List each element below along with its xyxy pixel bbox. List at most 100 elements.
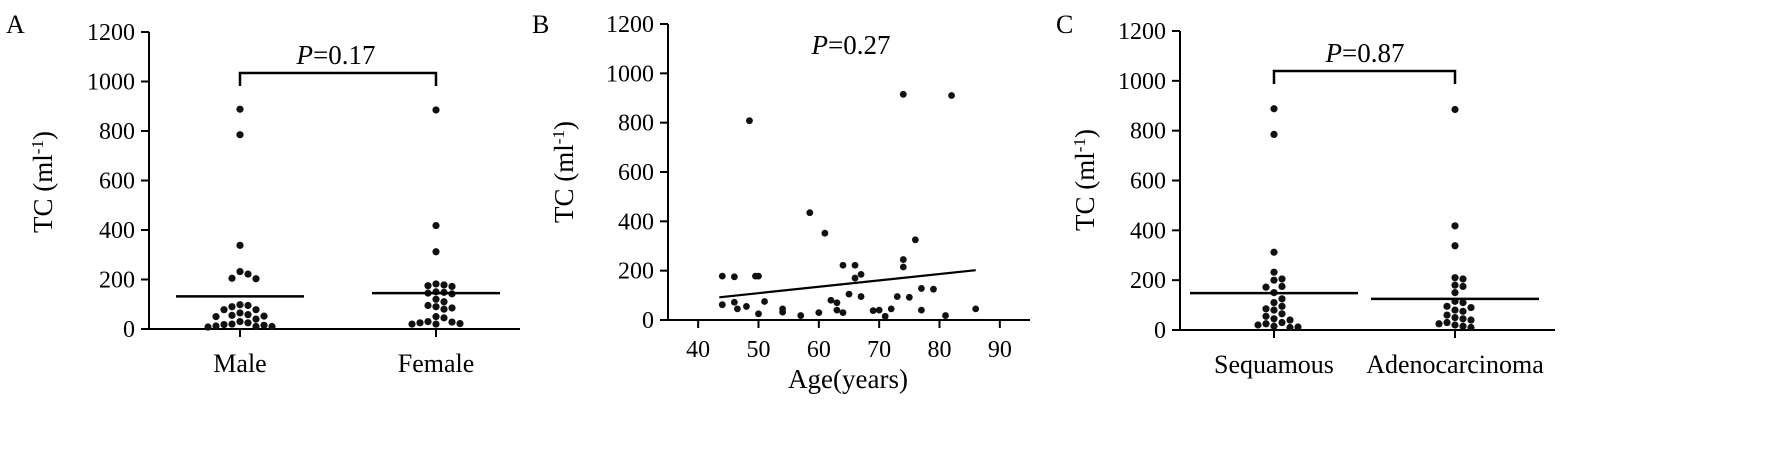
x-tick-label: 50	[747, 337, 771, 363]
data-point	[212, 313, 220, 321]
y-tick-label: 1200	[606, 12, 654, 38]
data-point	[1451, 313, 1459, 322]
data-point	[236, 301, 244, 309]
category-label: Male	[213, 349, 266, 378]
data-point	[899, 263, 907, 271]
data-point	[252, 322, 260, 331]
data-point	[869, 307, 877, 315]
y-tick-label: 400	[99, 218, 135, 244]
data-point	[1443, 318, 1451, 327]
data-point	[432, 280, 440, 288]
p-value-a: P=0.17	[296, 40, 376, 70]
data-point	[252, 275, 260, 283]
data-point	[432, 320, 440, 328]
panel-c: C TC (ml-1) P=0.87 0 200 400 600 800 1000 1200…	[1056, 10, 1555, 379]
data-point	[930, 285, 937, 293]
data-point	[839, 261, 847, 269]
x-tick-label: 70	[867, 337, 891, 363]
data-point	[432, 106, 440, 114]
data-point	[755, 272, 762, 280]
data-point	[228, 303, 236, 311]
y-tick-label: 0	[123, 317, 135, 343]
y-tick-label: 600	[99, 169, 135, 195]
data-point	[779, 308, 787, 316]
x-tick-label: 60	[807, 337, 831, 363]
data-point	[1278, 275, 1286, 283]
data-point	[746, 117, 753, 125]
data-point	[797, 312, 805, 319]
data-point	[244, 311, 252, 319]
data-point	[1451, 242, 1459, 250]
data-point	[821, 229, 829, 237]
data-point	[1459, 307, 1467, 315]
y-tick-label: 800	[618, 111, 654, 137]
trend-line	[719, 269, 976, 299]
data-point	[236, 309, 244, 317]
data-point	[448, 304, 456, 312]
data-point	[1467, 316, 1475, 324]
data-point	[1270, 130, 1278, 139]
data-point	[1270, 298, 1278, 307]
data-point	[718, 301, 726, 309]
category-label: Adenocarcinoma	[1366, 350, 1544, 379]
data-point	[448, 318, 456, 326]
data-point	[911, 236, 919, 244]
data-point	[220, 306, 228, 314]
data-point	[1270, 306, 1278, 314]
data-point	[1278, 295, 1286, 303]
data-point	[1262, 305, 1270, 313]
data-point	[408, 320, 416, 328]
data-point	[1467, 323, 1475, 332]
data-point	[905, 293, 913, 301]
data-point	[1270, 105, 1278, 113]
data-point	[845, 290, 853, 298]
data-point	[260, 321, 268, 329]
y-axis-title-c: TC (ml-1)	[1070, 129, 1101, 231]
data-point	[220, 320, 228, 329]
data-point	[1451, 222, 1459, 230]
y-tick-label: 800	[99, 119, 135, 145]
data-point	[236, 241, 244, 249]
data-point	[1443, 302, 1451, 310]
data-point	[881, 312, 889, 320]
y-axis-title-a: TC (ml-1)	[28, 131, 59, 233]
data-point	[252, 315, 260, 323]
y-tick-label: 1000	[87, 70, 135, 96]
data-point	[1467, 303, 1475, 312]
data-point	[948, 92, 955, 99]
panel-b: B TC (ml-1) Age(years) P=0.27 0 200 400 600…	[532, 10, 1030, 394]
data-point	[260, 312, 268, 320]
data-point	[1459, 282, 1467, 290]
significance-bracket	[238, 71, 438, 86]
data-point	[456, 319, 464, 328]
data-point	[806, 209, 814, 217]
data-point	[1278, 302, 1286, 310]
data-point	[424, 317, 432, 326]
data-point	[1451, 306, 1459, 314]
data-point	[236, 131, 244, 139]
data-point	[1435, 320, 1443, 328]
data-point	[432, 303, 440, 311]
data-point	[743, 303, 750, 310]
y-tick-label: 0	[642, 308, 654, 334]
data-point	[1451, 274, 1459, 282]
data-point	[228, 311, 236, 319]
data-point	[416, 319, 424, 327]
panel-a: A TC (ml-1) P=0.17 0 200 400 600 800 1000 1200…	[6, 10, 520, 378]
x-axis-title-b: Age(years)	[788, 364, 908, 394]
y-tick-label: 1000	[1118, 69, 1166, 95]
data-point	[918, 285, 925, 292]
data-point	[1286, 323, 1294, 332]
data-point	[1278, 310, 1286, 318]
data-point	[236, 267, 244, 276]
data-point	[244, 319, 252, 327]
data-point	[857, 293, 865, 300]
data-point	[1294, 323, 1302, 331]
x-tick-label: 80	[928, 337, 952, 363]
data-point	[228, 320, 236, 328]
data-point	[1451, 321, 1459, 329]
data-point	[440, 298, 448, 306]
y-tick-label: 0	[1154, 318, 1166, 344]
data-point	[1459, 315, 1467, 323]
data-point	[204, 323, 212, 331]
